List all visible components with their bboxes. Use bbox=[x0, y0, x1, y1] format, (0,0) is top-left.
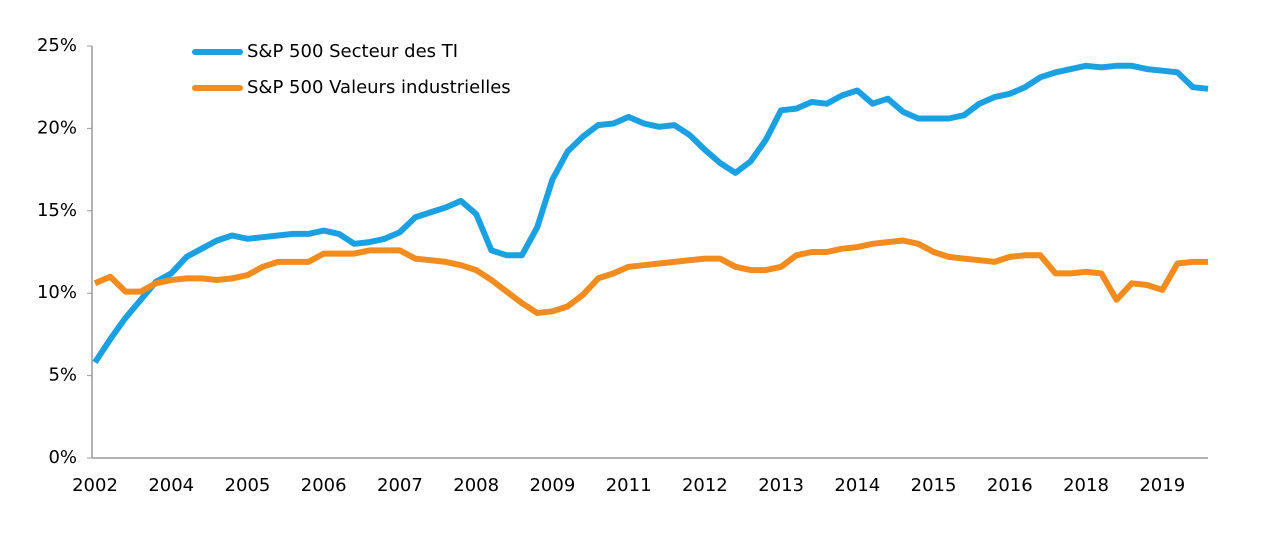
y-tick-label: 5% bbox=[48, 365, 77, 386]
line-series bbox=[93, 237, 1208, 316]
x-tick-label: 2011 bbox=[606, 475, 652, 496]
x-tick-label: 2009 bbox=[529, 475, 575, 496]
x-tick-label: 2013 bbox=[758, 475, 804, 496]
line-series bbox=[92, 62, 1209, 365]
x-tick-label: 2005 bbox=[225, 475, 271, 496]
legend-label: S&P 500 Valeurs industrielles bbox=[247, 77, 511, 98]
x-tick-label: 2008 bbox=[453, 475, 499, 496]
y-tick-label: 15% bbox=[37, 200, 77, 221]
y-tick-label: 25% bbox=[37, 35, 77, 56]
x-tick-label: 2019 bbox=[1139, 475, 1185, 496]
x-tick-label: 2014 bbox=[834, 475, 880, 496]
x-tick-label: 2015 bbox=[911, 475, 957, 496]
x-tick-label: 2006 bbox=[301, 475, 347, 496]
x-tick-label: 2018 bbox=[1063, 475, 1109, 496]
y-tick-label: 0% bbox=[48, 447, 77, 468]
y-tick-label: 20% bbox=[37, 117, 77, 138]
x-tick-label: 2004 bbox=[148, 475, 194, 496]
x-tick-label: 2002 bbox=[72, 475, 118, 496]
x-tick-label: 2012 bbox=[682, 475, 728, 496]
x-tick-label: 2007 bbox=[377, 475, 423, 496]
legend-label: S&P 500 Secteur des TI bbox=[247, 41, 458, 62]
y-tick-label: 10% bbox=[37, 282, 77, 303]
x-tick-label: 2016 bbox=[987, 475, 1033, 496]
